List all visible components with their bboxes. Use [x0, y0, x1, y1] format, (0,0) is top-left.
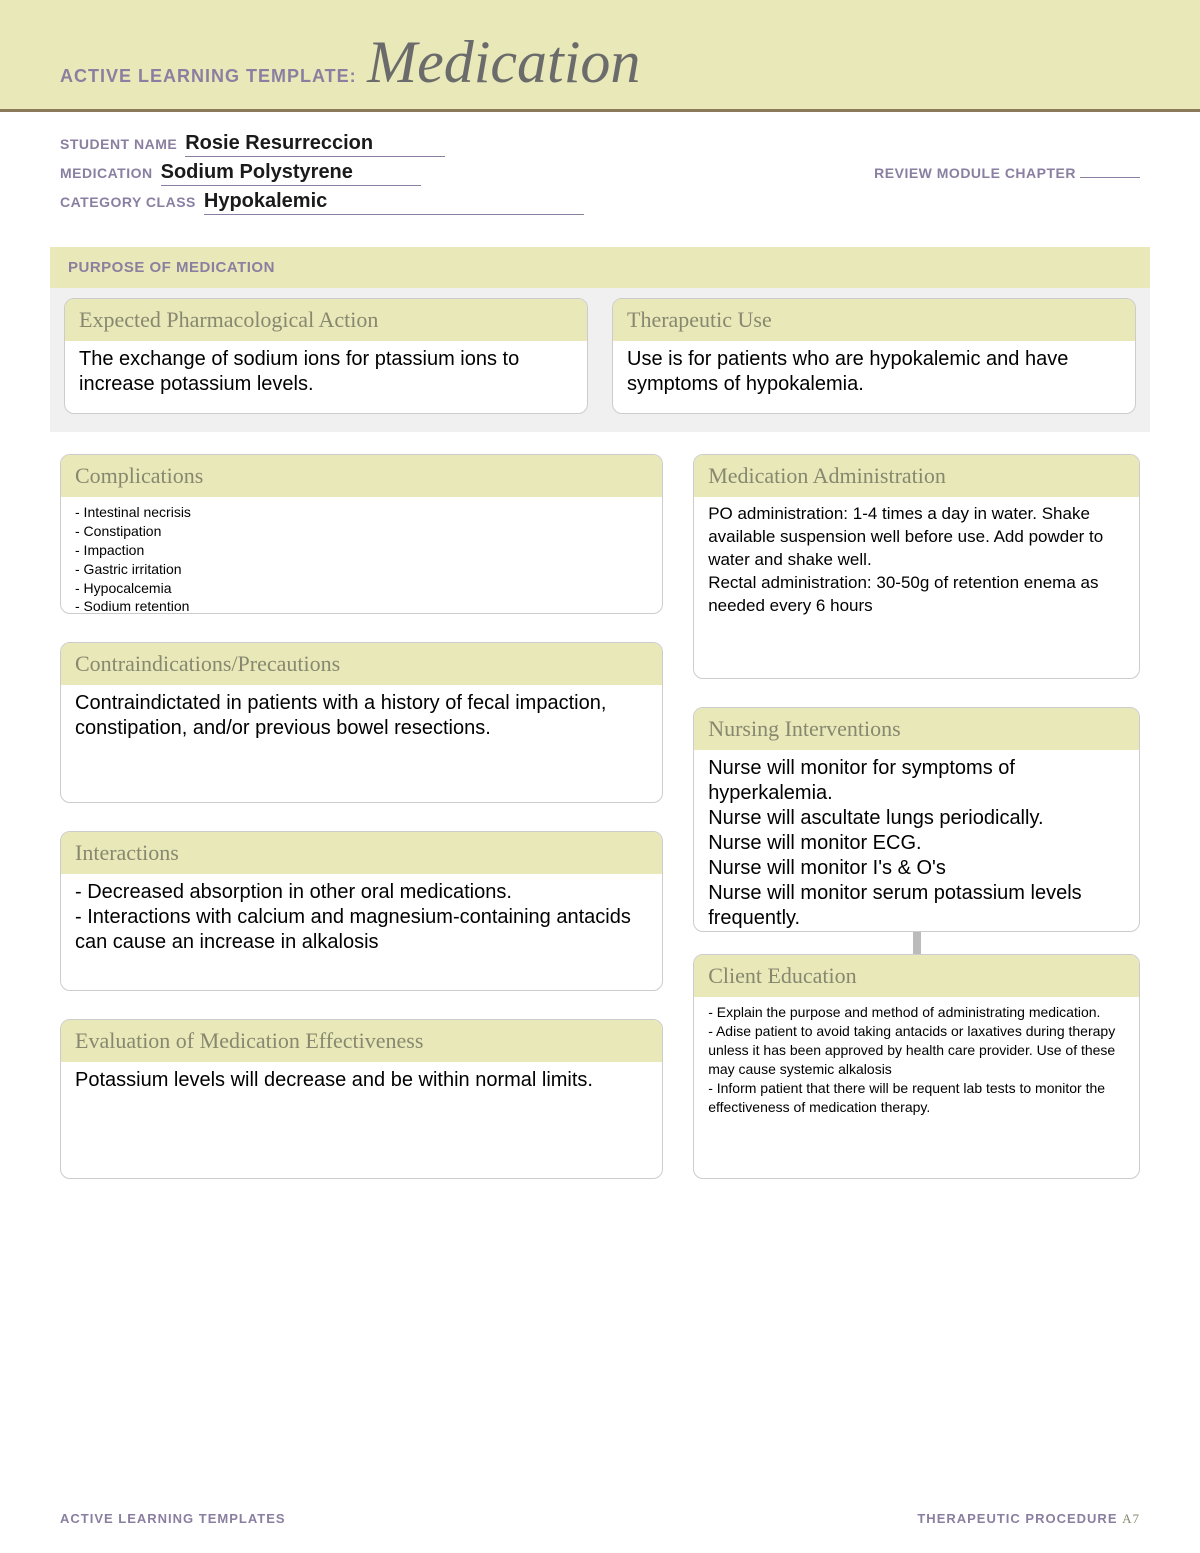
- pharm-action-body: The exchange of sodium ions for ptassium…: [65, 341, 587, 413]
- category-class-label: CATEGORY CLASS: [60, 194, 196, 210]
- footer-right-label: THERAPEUTIC PROCEDURE: [917, 1511, 1117, 1526]
- administration-card: Medication Administration PO administrat…: [693, 454, 1140, 679]
- complications-title: Complications: [61, 455, 662, 497]
- template-label: ACTIVE LEARNING TEMPLATE:: [60, 66, 357, 87]
- purpose-section-title: PURPOSE OF MEDICATION: [50, 247, 1150, 288]
- evaluation-body: Potassium levels will decrease and be wi…: [61, 1062, 662, 1122]
- therapeutic-use-card: Therapeutic Use Use is for patients who …: [612, 298, 1136, 414]
- footer-left: ACTIVE LEARNING TEMPLATES: [60, 1511, 286, 1527]
- left-column: Complications - Intestinal necrisis - Co…: [60, 454, 663, 1179]
- purpose-section: PURPOSE OF MEDICATION Expected Pharmacol…: [50, 247, 1150, 432]
- administration-body: PO administration: 1-4 times a day in wa…: [694, 497, 1139, 677]
- meta-block: STUDENT NAME Rosie Resurreccion MEDICATI…: [0, 112, 1200, 229]
- client-education-body: - Explain the purpose and method of admi…: [694, 997, 1139, 1132]
- review-chapter-value: [1080, 176, 1140, 178]
- medication-value: Sodium Polystyrene: [161, 161, 421, 186]
- contraindications-title: Contraindications/Precautions: [61, 643, 662, 685]
- evaluation-card: Evaluation of Medication Effectiveness P…: [60, 1019, 663, 1179]
- category-class-value: Hypokalemic: [204, 190, 584, 215]
- contraindications-card: Contraindications/Precautions Contraindi…: [60, 642, 663, 802]
- interactions-card: Interactions - Decreased absorption in o…: [60, 831, 663, 991]
- footer-right: THERAPEUTIC PROCEDURE A7: [917, 1511, 1140, 1527]
- interactions-title: Interactions: [61, 832, 662, 874]
- pharm-action-title: Expected Pharmacological Action: [65, 299, 587, 341]
- client-education-card: Client Education - Explain the purpose a…: [693, 954, 1140, 1179]
- contraindications-body: Contraindictated in patients with a hist…: [61, 685, 662, 802]
- nursing-title: Nursing Interventions: [694, 708, 1139, 750]
- interactions-body: - Decreased absorption in other oral med…: [61, 874, 662, 991]
- client-education-title: Client Education: [694, 955, 1139, 997]
- student-name-value: Rosie Resurreccion: [185, 132, 445, 157]
- therapeutic-use-title: Therapeutic Use: [613, 299, 1135, 341]
- administration-title: Medication Administration: [694, 455, 1139, 497]
- template-title: Medication: [367, 28, 640, 97]
- page-footer: ACTIVE LEARNING TEMPLATES THERAPEUTIC PR…: [0, 1511, 1200, 1527]
- evaluation-title: Evaluation of Medication Effectiveness: [61, 1020, 662, 1062]
- footer-page-number: A7: [1122, 1511, 1140, 1526]
- therapeutic-use-body: Use is for patients who are hypokalemic …: [613, 341, 1135, 413]
- pharm-action-card: Expected Pharmacological Action The exch…: [64, 298, 588, 414]
- page: ACTIVE LEARNING TEMPLATE: Medication STU…: [0, 0, 1200, 1553]
- complications-body: - Intestinal necrisis - Constipation - I…: [61, 497, 662, 614]
- connector-line: [913, 932, 921, 954]
- medication-label: MEDICATION: [60, 165, 153, 181]
- header-band: ACTIVE LEARNING TEMPLATE: Medication: [0, 0, 1200, 112]
- complications-card: Complications - Intestinal necrisis - Co…: [60, 454, 663, 614]
- right-column: Medication Administration PO administrat…: [693, 454, 1140, 1179]
- nursing-card: Nursing Interventions Nurse will monitor…: [693, 707, 1140, 932]
- student-name-label: STUDENT NAME: [60, 136, 177, 152]
- review-chapter-label: REVIEW MODULE CHAPTER: [874, 165, 1076, 181]
- nursing-body: Nurse will monitor for symptoms of hyper…: [694, 750, 1139, 932]
- main-grid: Complications - Intestinal necrisis - Co…: [0, 432, 1200, 1179]
